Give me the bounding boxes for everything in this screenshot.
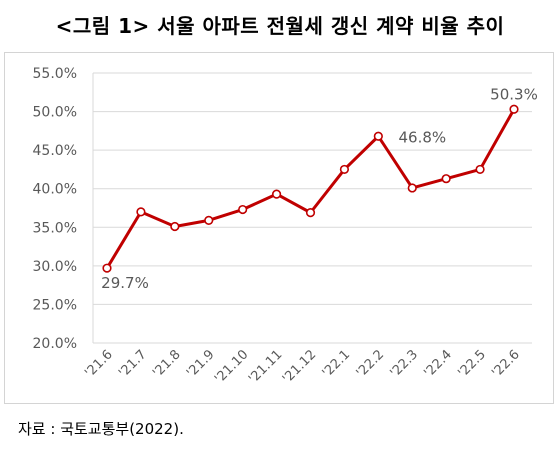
- data-point: [441, 174, 451, 184]
- y-tick-label: 30.0%: [33, 259, 77, 275]
- x-tick-label: '22.1: [320, 347, 354, 381]
- data-point: [136, 207, 146, 217]
- x-tick-label: '21.8: [150, 347, 184, 381]
- x-tick-label: '22.4: [421, 347, 455, 381]
- gridlines: [92, 72, 532, 344]
- x-tick-label: '22.2: [354, 347, 388, 381]
- data-point: [102, 263, 112, 273]
- y-tick-label: 20.0%: [33, 336, 77, 352]
- x-tick-label: '21.12: [280, 347, 319, 386]
- data-point: [305, 208, 316, 218]
- x-tick-label: '22.6: [489, 347, 523, 381]
- x-tick-label: '22.5: [455, 347, 489, 381]
- data-label: 46.8%: [399, 128, 447, 146]
- y-tick-label: 40.0%: [33, 182, 77, 198]
- y-tick-label: 45.0%: [33, 143, 77, 159]
- data-point: [475, 164, 485, 175]
- x-tick-label: '21.6: [82, 347, 116, 381]
- data-labels: 29.7% 46.8% 50.3%: [101, 85, 538, 292]
- data-label: 29.7%: [101, 274, 149, 292]
- data-point: [271, 189, 282, 199]
- y-tick-label: 55.0%: [33, 66, 77, 82]
- data-label: 50.3%: [490, 85, 538, 103]
- x-tick-label: '21.10: [212, 347, 251, 386]
- data-point: [170, 221, 180, 232]
- chart-title: <그림 1> 서울 아파트 전월세 갱신 계약 비율 추이: [55, 14, 505, 38]
- x-tick-label: '21.11: [246, 347, 285, 386]
- x-axis-ticks: '21.6'21.7'21.8'21.9'21.10'21.11'21.12'2…: [82, 347, 523, 386]
- y-tick-label: 50.0%: [33, 105, 77, 121]
- y-axis-ticks: 20.0% 25.0% 30.0% 35.0% 40.0% 45.0% 50.0% 55.0%: [33, 66, 77, 352]
- data-point: [238, 204, 248, 215]
- chart-area: [4, 52, 554, 404]
- x-tick-label: '22.3: [387, 347, 421, 381]
- source-note: 자료 : 국토교통부(2022).: [18, 420, 184, 438]
- data-point: [407, 183, 417, 193]
- data-point: [509, 104, 519, 114]
- data-point: [339, 164, 350, 175]
- y-tick-label: 25.0%: [33, 297, 77, 313]
- data-point: [373, 131, 383, 141]
- data-point: [204, 215, 214, 225]
- y-tick-label: 35.0%: [33, 220, 77, 236]
- series-points: [102, 104, 519, 273]
- x-tick-label: '21.7: [116, 347, 150, 381]
